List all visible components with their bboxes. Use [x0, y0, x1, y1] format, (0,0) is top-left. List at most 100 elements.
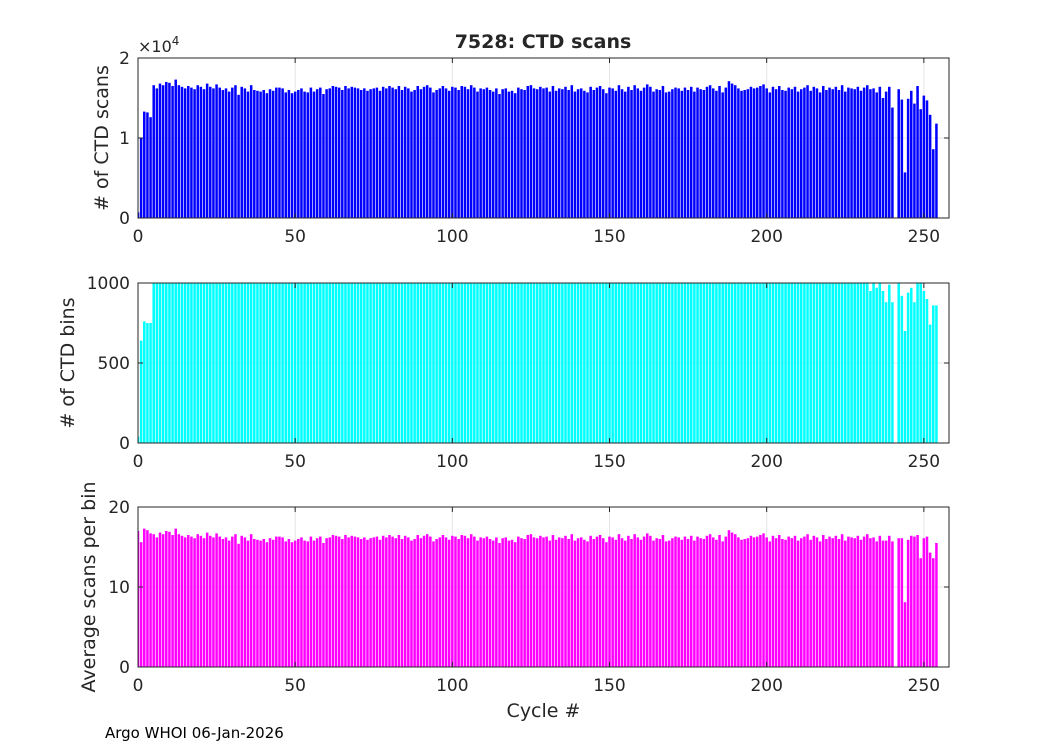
bins-bar	[451, 283, 454, 443]
bins-bar	[869, 291, 872, 443]
avg-bar	[369, 538, 372, 667]
avg-bar	[466, 538, 470, 667]
bins-bar	[733, 283, 737, 443]
bins-bar	[300, 283, 303, 443]
scans-bar	[234, 85, 237, 218]
avg-bar	[699, 538, 702, 667]
bins-bar	[645, 283, 649, 443]
avg-bar	[243, 537, 247, 667]
scans-bar	[517, 87, 520, 218]
avg-bar	[749, 535, 753, 667]
scans-bar	[259, 91, 262, 218]
avg-bar	[378, 539, 382, 667]
avg-bar	[438, 537, 442, 667]
scans-bar	[231, 87, 234, 218]
bins-bar	[711, 283, 715, 443]
scans-bar	[337, 87, 341, 218]
scans-bar	[347, 88, 350, 219]
avg-bar	[834, 535, 838, 667]
avg-bar	[385, 537, 388, 667]
avg-bar	[246, 540, 250, 667]
bins-bar	[689, 283, 693, 443]
scans-bar	[350, 86, 354, 218]
bins-bar	[636, 283, 640, 443]
avg-bar	[765, 537, 768, 667]
scans-bar	[579, 88, 583, 219]
bins-bar	[913, 302, 916, 443]
scans-bar	[322, 94, 325, 218]
avg-bar	[265, 542, 269, 667]
avg-bar	[315, 538, 319, 667]
scans-bar	[485, 87, 489, 218]
avg-bar	[891, 541, 894, 667]
scans-bar	[457, 90, 460, 218]
scans-bar	[850, 88, 853, 219]
bins-bar	[781, 283, 784, 443]
scans-bar	[246, 91, 250, 218]
bins-bar	[928, 324, 932, 443]
scans-bar	[608, 87, 611, 218]
scans-bar	[146, 112, 149, 218]
scans-bar	[724, 87, 728, 218]
bins-bar	[231, 283, 234, 443]
scans-bar	[831, 89, 834, 218]
avg-bar	[777, 535, 781, 667]
avg-bar	[567, 539, 570, 667]
bins-bar	[454, 283, 457, 443]
avg-bar	[513, 542, 517, 667]
avg-bar	[498, 543, 501, 667]
scans-bar	[721, 92, 724, 218]
scans-bar	[768, 92, 772, 218]
scans-bar	[897, 89, 900, 218]
bins-bar	[322, 283, 325, 443]
avg-bar	[256, 539, 259, 667]
bins-bar	[661, 283, 665, 443]
scans-bar	[611, 88, 614, 219]
avg-bar	[866, 534, 869, 667]
scans-bar	[139, 138, 143, 218]
scans-bar	[278, 87, 281, 218]
bins-bar	[476, 283, 479, 443]
avg-bar	[711, 537, 715, 667]
avg-bar	[752, 537, 756, 667]
avg-bar	[815, 537, 819, 667]
scans-bar	[601, 89, 605, 218]
scans-bar	[903, 172, 907, 218]
avg-bar	[573, 540, 577, 667]
scans-bar	[293, 91, 297, 218]
avg-bar	[193, 538, 196, 667]
bins-bar	[724, 283, 728, 443]
avg-y-axis-label: Average scans per bin	[78, 481, 100, 692]
avg-bar	[259, 540, 262, 667]
bins-bar	[205, 283, 209, 443]
avg-bar	[444, 537, 448, 667]
scans-bar	[243, 88, 247, 219]
scans-bar	[655, 89, 658, 218]
bins-bar	[627, 283, 630, 443]
avg-x-tick-label: 250	[908, 676, 940, 696]
avg-bar	[149, 533, 152, 667]
bins-bar	[488, 283, 492, 443]
footer-credit: Argo WHOI 06-Jan-2026	[105, 724, 284, 742]
avg-bar	[463, 535, 467, 667]
bins-bar	[359, 283, 363, 443]
scans-bar	[834, 86, 838, 218]
avg-y-tick-label: 10	[108, 578, 130, 598]
bins-bar	[686, 283, 690, 443]
avg-bar	[727, 530, 731, 667]
scans-bar	[403, 86, 407, 218]
avg-bar	[671, 538, 674, 667]
scans-bar	[872, 88, 875, 219]
bins-bar	[806, 283, 809, 443]
bins-bar	[369, 283, 372, 443]
bins-bar	[168, 283, 171, 443]
scans-bar	[341, 90, 344, 218]
avg-bar	[337, 536, 341, 667]
avg-x-tick-label: 0	[133, 676, 144, 696]
avg-bar	[900, 538, 904, 667]
scans-y-tick-label: 0	[119, 209, 130, 229]
avg-bar	[916, 535, 919, 667]
scans-bar	[737, 88, 740, 219]
avg-bar	[322, 543, 325, 667]
avg-bar	[143, 528, 146, 667]
